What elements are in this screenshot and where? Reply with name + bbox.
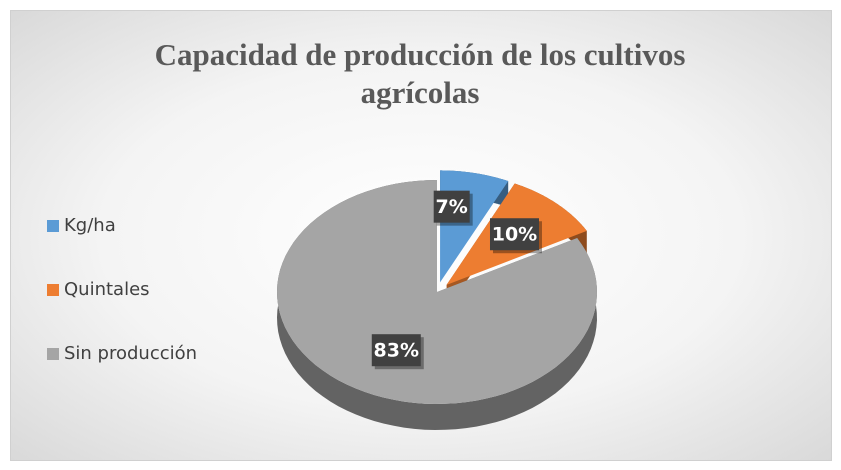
data-label: 7% — [436, 196, 468, 218]
legend-swatch — [47, 284, 59, 296]
legend-label: Sin producción — [64, 343, 197, 364]
legend-swatch — [47, 348, 59, 360]
legend-swatch — [47, 220, 59, 232]
legend-label: Kg/ha — [64, 215, 116, 236]
data-label: 83% — [374, 340, 419, 362]
slice — [277, 180, 597, 404]
legend-label: Quintales — [64, 279, 150, 300]
data-label-box — [371, 334, 421, 367]
data-label: 10% — [492, 224, 537, 246]
data-label-box — [489, 218, 539, 251]
data-label-box — [433, 190, 470, 223]
chart-title: Capacidad de producción de los cultivos … — [154, 37, 686, 110]
